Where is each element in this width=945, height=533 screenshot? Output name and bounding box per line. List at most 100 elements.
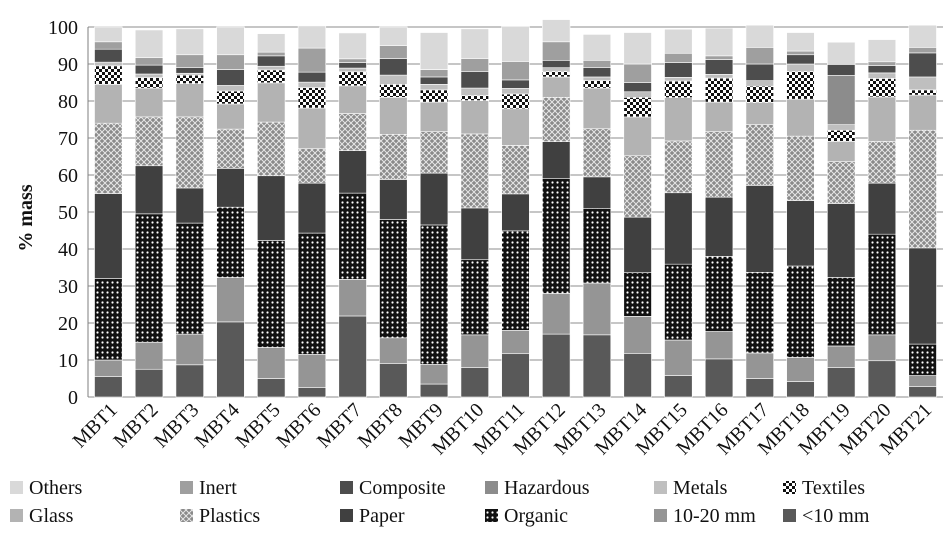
bar-segment-others — [134, 29, 164, 59]
bar-segment-10-20-mm — [338, 279, 367, 317]
x-tick-label: MBT2 — [109, 399, 162, 452]
legend-label: Hazardous — [504, 477, 590, 499]
bar-segment-composite — [786, 54, 815, 65]
bar-stack-mbt10 — [460, 28, 489, 398]
y-tick-label: 50 — [58, 202, 78, 224]
bar-segment-textiles — [297, 87, 327, 109]
bar-segment-inert — [419, 69, 449, 78]
bar-segment-glass — [623, 116, 652, 157]
bar-segment-paper — [908, 247, 937, 345]
y-tick-label: 80 — [58, 91, 78, 113]
x-tick-label: MBT3 — [150, 399, 203, 452]
bar-segment-10-mm — [623, 353, 652, 398]
bar-stack-mbt13 — [582, 34, 612, 398]
bar-segment-composite — [867, 65, 897, 74]
bar-segment-10-20-mm — [379, 337, 408, 364]
bar-segment-metals — [338, 67, 367, 73]
bar-segment-metals — [867, 72, 897, 79]
bar-segment-paper — [460, 207, 489, 261]
bar-segment-paper — [745, 185, 774, 273]
bar-segment-metals — [379, 74, 408, 85]
bar-segment-glass — [786, 98, 815, 137]
bar-segment-textiles — [134, 77, 164, 89]
bar-segment-metals — [704, 74, 734, 79]
bar-stack-mbt15 — [664, 28, 693, 398]
bar-segment-others — [94, 26, 123, 43]
bar-segment-glass — [501, 108, 530, 146]
bar-segment-10-20-mm — [460, 334, 489, 368]
bar-segment-10-mm — [827, 367, 856, 398]
y-tick-label: 40 — [58, 239, 78, 261]
bar-segment-paper — [379, 179, 408, 220]
y-tick-label: 0 — [68, 387, 78, 409]
legend-swatch — [783, 509, 796, 522]
bar-segment-plastics — [379, 134, 408, 180]
bar-segment-textiles — [704, 77, 734, 103]
bar-segment-10-20-mm — [94, 359, 123, 377]
bar-segment-metals — [460, 87, 489, 96]
bar-segment-textiles — [257, 69, 286, 84]
bar-segment-plastics — [175, 116, 204, 189]
bar-stack-mbt17 — [745, 24, 774, 398]
bar-stack-mbt12 — [542, 19, 571, 398]
bar-segment-textiles — [664, 80, 693, 98]
legend-swatch — [340, 481, 353, 494]
bar-segment-composite — [501, 79, 530, 89]
bar-stack-mbt11 — [501, 25, 530, 398]
bar-segment-10-mm — [867, 360, 897, 398]
bar-segment-organic — [501, 230, 530, 331]
bar-segment-composite — [257, 55, 286, 67]
bar-segment-textiles — [827, 129, 856, 142]
legend-item: Others — [10, 477, 83, 499]
bar-segment-plastics — [908, 129, 937, 249]
bar-segment-inert — [623, 63, 652, 83]
legend-swatch — [783, 481, 796, 494]
y-tick-label: 70 — [58, 128, 78, 150]
bar-stack-mbt4 — [216, 26, 245, 398]
bar-segment-inert — [745, 47, 774, 65]
legend-item: Metals — [654, 477, 728, 499]
bar-stack-mbt14 — [623, 32, 652, 398]
bar-segment-glass — [908, 94, 937, 131]
legend-label: Others — [29, 477, 83, 499]
bar-segment-paper — [827, 203, 856, 278]
bar-segment-inert — [664, 52, 693, 63]
legend-swatch — [10, 509, 23, 522]
bar-segment-10-mm — [542, 333, 571, 398]
bar-segment-10-20-mm — [704, 331, 734, 360]
bar-segment-plastics — [867, 141, 897, 184]
bar-segment-inert — [338, 58, 367, 63]
legend-item: Composite — [340, 477, 446, 499]
legend-swatch — [180, 509, 193, 522]
bar-segment-organic — [216, 206, 245, 278]
bar-segment-others — [297, 25, 327, 49]
bar-segment-metals — [297, 81, 327, 88]
bar-segment-others — [175, 28, 204, 56]
bar-segment-10-mm — [745, 378, 774, 398]
bar-segment-metals — [664, 77, 693, 82]
bar-segment-10-20-mm — [908, 375, 937, 387]
y-axis: 0 10 20 30 40 50 60 70 80 90 100 — [48, 17, 89, 409]
bar-segment-composite — [134, 64, 164, 75]
bar-segment-metals — [908, 76, 937, 91]
bar-segment-glass — [175, 83, 204, 118]
bar-segment-composite — [216, 69, 245, 86]
bar-segment-metals — [827, 124, 856, 131]
y-tick-label: 10 — [58, 350, 78, 372]
bar-segment-composite — [704, 59, 734, 75]
bar-segment-organic — [338, 192, 367, 280]
bar-segment-plastics — [134, 116, 164, 167]
bar-segment-10-20-mm — [745, 352, 774, 379]
bar-segment-10-20-mm — [786, 357, 815, 382]
bar-segment-10-20-mm — [257, 347, 286, 379]
bar-segment-composite — [297, 71, 327, 83]
bar-segment-metals — [216, 85, 245, 92]
bar-segment-plastics — [704, 131, 734, 198]
legend-item: Hazardous — [485, 477, 590, 499]
bar-segment-10-mm — [501, 353, 530, 398]
bar-segment-inert — [257, 51, 286, 57]
bar-segment-glass — [134, 87, 164, 118]
bar-segment-10-mm — [379, 363, 408, 398]
legend: Others Inert Composite Hazardous Metals Texti… — [10, 477, 870, 527]
